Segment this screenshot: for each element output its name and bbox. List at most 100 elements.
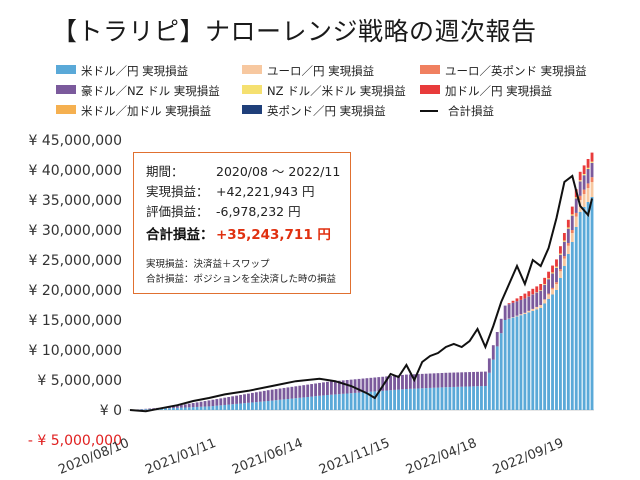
- bar-segment-usdjpy: [507, 318, 511, 410]
- bar-segment-audnzd: [298, 385, 302, 398]
- bar-segment-audnzd: [559, 254, 562, 270]
- bar-segment-audnzd: [456, 372, 460, 387]
- bar-segment-cadjpy: [590, 152, 594, 162]
- bar-segment-usdjpy: [239, 403, 242, 410]
- bar-segment-audnzd: [341, 380, 345, 394]
- bar-segment-audnzd: [148, 408, 152, 410]
- legend-swatch-nzdusd: [242, 85, 262, 94]
- bar-segment-audnzd: [235, 395, 239, 404]
- bar-segment-audnzd: [310, 384, 314, 397]
- bar-segment-usdjpy: [456, 386, 460, 410]
- bar-segment-audnzd: [499, 318, 503, 334]
- note-realized: 実現損益：決済益＋スワップ: [146, 259, 270, 270]
- bar-segment-audnzd: [472, 371, 475, 387]
- bar-segment-audnzd: [511, 302, 515, 318]
- bar-segment-audnzd: [582, 175, 586, 190]
- bar-segment-eurjpy: [582, 194, 586, 207]
- legend-label-cadjpy: 加ドル／円 実現損益: [445, 84, 553, 98]
- bar-segment-usdjpy: [373, 391, 377, 410]
- bar-segment-nzdusd: [562, 240, 566, 242]
- bar-segment-audnzd: [562, 241, 566, 257]
- bar-segment-audnzd: [377, 377, 381, 392]
- bar-segment-audnzd: [199, 401, 203, 407]
- bar-segment-audnzd: [369, 377, 373, 392]
- bar-segment-usdjpy: [341, 393, 345, 410]
- bar-segment-audnzd: [326, 381, 329, 395]
- bar-segment-nzdusd: [570, 214, 574, 216]
- bar-segment-audnzd: [547, 279, 551, 294]
- bar-segment-cadjpy: [523, 293, 527, 299]
- bar-segment-audnzd: [578, 181, 582, 196]
- bar-segment-audnzd: [393, 375, 396, 390]
- bar-segment-eurgbp: [590, 177, 594, 182]
- bar-segment-usdjpy: [298, 397, 302, 410]
- total-line-path: [129, 174, 593, 413]
- bar-segment-usdjpy: [555, 290, 558, 410]
- bar-segment-nzdusd: [586, 167, 590, 169]
- bar-segment-usdjpy: [250, 402, 254, 410]
- bar-segment-usdjpy: [278, 399, 282, 410]
- bar-segment-usdjpy: [175, 407, 179, 410]
- bar-segment-audnzd: [322, 382, 325, 396]
- bar-segment-eurgbp: [578, 195, 582, 200]
- bar-segment-eurjpy: [547, 294, 551, 299]
- bar-segment-usdjpy: [393, 389, 396, 410]
- period-key: 期間：: [146, 164, 184, 179]
- y-tick-label: ¥ 25,000,000: [28, 253, 122, 269]
- bar-segment-usdjpy: [401, 389, 404, 410]
- bar-segment-usdjpy: [385, 390, 389, 410]
- bar-segment-usdjpy: [333, 394, 337, 410]
- bar-segment-usdjpy: [302, 397, 306, 410]
- bar-segment-eurgbp: [562, 256, 566, 259]
- bar-segment-usdjpy: [444, 387, 448, 410]
- bar-segment-audnzd: [570, 215, 574, 230]
- bar-segment-audnzd: [266, 390, 270, 401]
- bar-segment-audnzd: [345, 380, 349, 394]
- summary-total: 合計損益： +35,243,711 円: [146, 223, 331, 243]
- bar-segment-audnzd: [191, 403, 195, 408]
- bar-segment-eurjpy: [519, 314, 523, 316]
- bar-segment-nzdusd: [555, 266, 558, 268]
- bar-segment-audnzd: [503, 305, 507, 320]
- bar-segment-audnzd: [239, 394, 242, 404]
- bar-segment-eurjpy: [566, 245, 570, 254]
- bar-segment-cadjpy: [566, 219, 570, 228]
- bar-segment-usdjpy: [527, 312, 531, 410]
- legend-label-total: 合計損益: [448, 104, 494, 118]
- bar-segment-usdjpy: [329, 394, 333, 410]
- bar-segment-nzdusd: [547, 278, 551, 280]
- bar-segment-usdjpy: [523, 314, 527, 410]
- period-value: 2020/08 ～ 2022/11: [216, 164, 341, 179]
- realized-value: +42,221,943 円: [216, 184, 315, 199]
- bar-segment-usdjpy: [460, 386, 464, 410]
- bar-segment-usdjpy: [349, 393, 353, 410]
- bar-segment-usdjpy: [219, 405, 223, 410]
- bar-segment-usdjpy: [389, 390, 393, 410]
- bar-segment-usdjpy: [503, 320, 507, 410]
- bar-segment-usdjpy: [223, 404, 227, 410]
- bar-segment-audnzd: [460, 372, 464, 387]
- bar-segment-usdjpy: [270, 400, 274, 410]
- bar-segment-audnzd: [487, 358, 491, 373]
- bar-segment-cadjpy: [511, 300, 515, 303]
- bar-segment-audnzd: [353, 379, 357, 393]
- bar-segment-eurjpy: [570, 233, 574, 242]
- bar-segment-audnzd: [215, 399, 219, 406]
- bar-segment-usdjpy: [322, 395, 325, 410]
- bar-segment-usdjpy: [582, 207, 586, 410]
- bar-segment-audnzd: [223, 397, 227, 405]
- legend-item-gbpjpy: 英ポンド／円 実現損益: [242, 104, 386, 118]
- bar-segment-usdjpy: [326, 395, 329, 410]
- bar-segment-audnzd: [171, 406, 175, 409]
- total-line: [129, 174, 593, 413]
- total-key: 合計損益：: [146, 227, 214, 243]
- y-tick-label: ¥ 5,000,000: [37, 373, 122, 389]
- chart-title: 【トラリピ】ナローレンジ戦略の週次報告: [52, 17, 537, 46]
- legend-swatch-gbpjpy: [242, 105, 262, 114]
- bar-segment-audnzd: [357, 378, 361, 393]
- bar-segment-usdjpy: [183, 407, 187, 410]
- legend-label-audnzd: 豪ドル／NZ ドル 実現損益: [81, 84, 220, 98]
- bar-segment-usdjpy: [570, 242, 574, 410]
- x-tick-label: 2022/04/18: [404, 436, 479, 478]
- bar-segment-usdjpy: [168, 408, 171, 410]
